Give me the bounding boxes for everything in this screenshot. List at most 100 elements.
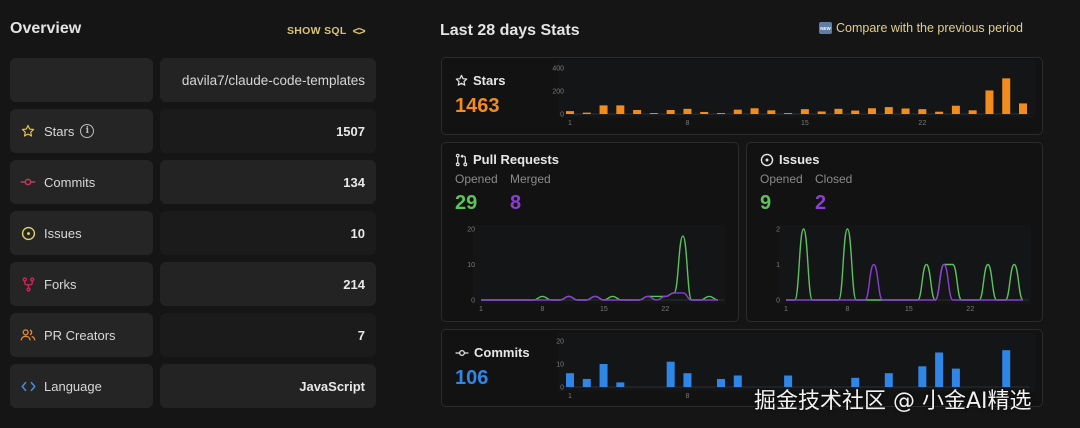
show-sql-button[interactable]: SHOW SQL <> bbox=[287, 24, 366, 38]
commits-chart: 0 10 20 1 8 bbox=[556, 333, 1035, 400]
x-tick-label: 22 bbox=[918, 120, 926, 127]
info-icon[interactable]: i bbox=[80, 124, 95, 138]
y-tick-label: 20 bbox=[467, 227, 475, 234]
bar-day-6[interactable] bbox=[649, 113, 658, 114]
bar-day-11[interactable] bbox=[733, 375, 742, 388]
row-label-forks: Forks bbox=[10, 262, 153, 306]
bar-day-18[interactable] bbox=[851, 110, 860, 114]
issue-icon bbox=[20, 225, 36, 241]
repo-name: davila7/claude-code-templates bbox=[181, 72, 365, 88]
bar-day-28[interactable] bbox=[1019, 103, 1027, 114]
row-value-text: 134 bbox=[343, 174, 365, 190]
bar-day-1[interactable] bbox=[566, 111, 574, 114]
stars-total: 1463 bbox=[455, 95, 500, 117]
bar-day-4[interactable] bbox=[616, 382, 625, 387]
bar-day-23[interactable] bbox=[935, 111, 944, 114]
bar-day-27[interactable] bbox=[1002, 78, 1011, 114]
bar-day-10[interactable] bbox=[717, 113, 725, 114]
row-label-issues: Issues bbox=[10, 211, 153, 255]
new-badge-icon: NEW bbox=[819, 22, 832, 34]
bar-day-3[interactable] bbox=[599, 105, 608, 114]
x-tick-label: 1 bbox=[568, 393, 572, 400]
y-tick-label: 0 bbox=[560, 385, 564, 392]
issue-icon bbox=[760, 153, 774, 166]
pull-requests-chart: 0 10 20 1 8 15 22 bbox=[467, 225, 726, 313]
row-label-text: Issues bbox=[44, 225, 82, 241]
stats-title: Last 28 days Stats bbox=[440, 22, 580, 39]
row-label-stars: Stars i bbox=[10, 109, 153, 153]
x-tick-label: 1 bbox=[479, 306, 483, 313]
people-icon bbox=[20, 327, 36, 343]
bar-day-12[interactable] bbox=[750, 108, 759, 114]
bar-day-25[interactable] bbox=[968, 110, 977, 114]
bar-day-17[interactable] bbox=[834, 108, 843, 114]
y-tick-label: 20 bbox=[556, 339, 564, 346]
bar-day-14[interactable] bbox=[784, 113, 793, 114]
bar-day-22[interactable] bbox=[918, 109, 927, 114]
bar-day-1[interactable] bbox=[566, 373, 574, 387]
commits-card-title: Commits bbox=[455, 345, 530, 360]
y-tick-label: 0 bbox=[560, 112, 564, 119]
series-line-closed[interactable] bbox=[785, 263, 1023, 301]
bar-day-11[interactable] bbox=[733, 109, 742, 114]
bar-day-4[interactable] bbox=[616, 105, 625, 114]
x-tick-label: 15 bbox=[600, 306, 608, 313]
row-label-text: Stars bbox=[44, 123, 75, 139]
row-label-text: Language bbox=[44, 378, 102, 394]
row-label-language: Language bbox=[10, 364, 153, 408]
x-tick-label: 22 bbox=[966, 306, 974, 313]
bar-day-13[interactable] bbox=[767, 110, 776, 114]
overview-title: Overview bbox=[10, 20, 82, 37]
pr-merged-value: 8 bbox=[510, 192, 522, 214]
pr-merged-label: Merged bbox=[510, 172, 551, 186]
bar-day-20[interactable] bbox=[884, 107, 893, 114]
bar-day-21[interactable] bbox=[901, 108, 910, 114]
bar-day-27[interactable] bbox=[1002, 350, 1011, 387]
x-tick-label: 1 bbox=[784, 306, 788, 313]
x-tick-label: 15 bbox=[905, 306, 913, 313]
row-value-forks: 214 bbox=[160, 262, 376, 306]
repo-label-cell bbox=[10, 58, 153, 102]
stars-chart: 0 200 400 1 8 15 22 bbox=[552, 60, 1035, 127]
row-value-text: 1507 bbox=[336, 123, 365, 139]
y-tick-label: 200 bbox=[552, 89, 564, 96]
repo-name-cell: davila7/claude-code-templates bbox=[160, 58, 376, 102]
row-value-text: 214 bbox=[343, 276, 365, 292]
compare-label: Compare with the previous period bbox=[836, 21, 1023, 35]
y-tick-label: 10 bbox=[556, 362, 564, 369]
bar-day-24[interactable] bbox=[951, 105, 960, 114]
bar-day-9[interactable] bbox=[700, 111, 709, 114]
bar-day-2[interactable] bbox=[582, 112, 591, 114]
row-value-stars: 1507 bbox=[160, 109, 376, 153]
bar-day-16[interactable] bbox=[817, 111, 826, 114]
bar-day-2[interactable] bbox=[582, 378, 591, 387]
code-brackets-icon: <> bbox=[352, 24, 366, 38]
row-label-text: Commits bbox=[44, 174, 96, 190]
series-line-merged[interactable] bbox=[480, 292, 718, 301]
bar-day-7[interactable] bbox=[666, 109, 675, 114]
bar-day-5[interactable] bbox=[633, 109, 642, 114]
bar-day-7[interactable] bbox=[666, 361, 675, 387]
bar-day-15[interactable] bbox=[800, 109, 809, 114]
bar-day-8[interactable] bbox=[683, 108, 692, 114]
bar-day-3[interactable] bbox=[599, 364, 608, 387]
y-tick-label: 1 bbox=[776, 262, 780, 269]
compare-previous-period-link[interactable]: NEW Compare with the previous period bbox=[819, 21, 1023, 35]
bar-day-14[interactable] bbox=[784, 375, 793, 388]
bar-day-19[interactable] bbox=[868, 108, 876, 114]
bar-day-8[interactable] bbox=[683, 373, 692, 387]
watermark: 掘金技术社区 @ 小金AI精选 bbox=[754, 389, 1032, 414]
bar-day-20[interactable] bbox=[884, 373, 893, 387]
star-icon bbox=[20, 123, 36, 139]
row-value-commits: 134 bbox=[160, 160, 376, 204]
bar-day-26[interactable] bbox=[985, 90, 994, 114]
bar-day-18[interactable] bbox=[851, 377, 860, 387]
pull-requests-title-text: Pull Requests bbox=[473, 152, 559, 167]
row-label-pr-creators: PR Creators bbox=[10, 313, 153, 357]
bar-day-10[interactable] bbox=[717, 378, 725, 387]
y-tick-label: 10 bbox=[467, 262, 475, 269]
bar-day-24[interactable] bbox=[951, 368, 960, 387]
bar-day-23[interactable] bbox=[935, 352, 944, 388]
bar-day-22[interactable] bbox=[918, 366, 927, 387]
